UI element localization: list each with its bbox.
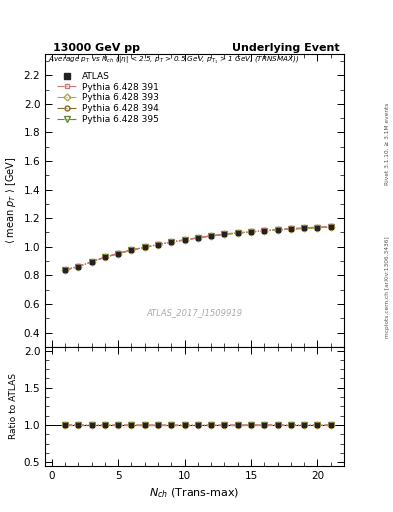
Text: ATLAS_2017_I1509919: ATLAS_2017_I1509919 xyxy=(147,309,242,317)
Legend: ATLAS, Pythia 6.428 391, Pythia 6.428 393, Pythia 6.428 394, Pythia 6.428 395: ATLAS, Pythia 6.428 391, Pythia 6.428 39… xyxy=(56,70,161,126)
Text: Underlying Event: Underlying Event xyxy=(232,43,340,53)
Y-axis label: $\langle$ mean $p_T$ $\rangle$ [GeV]: $\langle$ mean $p_T$ $\rangle$ [GeV] xyxy=(4,157,18,244)
X-axis label: $N_{ch}$ (Trans-max): $N_{ch}$ (Trans-max) xyxy=(149,486,240,500)
Y-axis label: Ratio to ATLAS: Ratio to ATLAS xyxy=(9,373,18,439)
Text: mcplots.cern.ch [arXiv:1306.3436]: mcplots.cern.ch [arXiv:1306.3436] xyxy=(385,236,390,337)
Text: Average $p_T$ vs $N_{ch}$ ($|\eta|$ < 2.5, $p_T$ > 0.5 GeV, $p_{T_1}$ > 1 GeV, (: Average $p_T$ vs $N_{ch}$ ($|\eta|$ < 2.… xyxy=(48,55,300,66)
Text: Rivet 3.1.10, ≥ 3.1M events: Rivet 3.1.10, ≥ 3.1M events xyxy=(385,102,390,184)
Text: 13000 GeV pp: 13000 GeV pp xyxy=(53,43,140,53)
